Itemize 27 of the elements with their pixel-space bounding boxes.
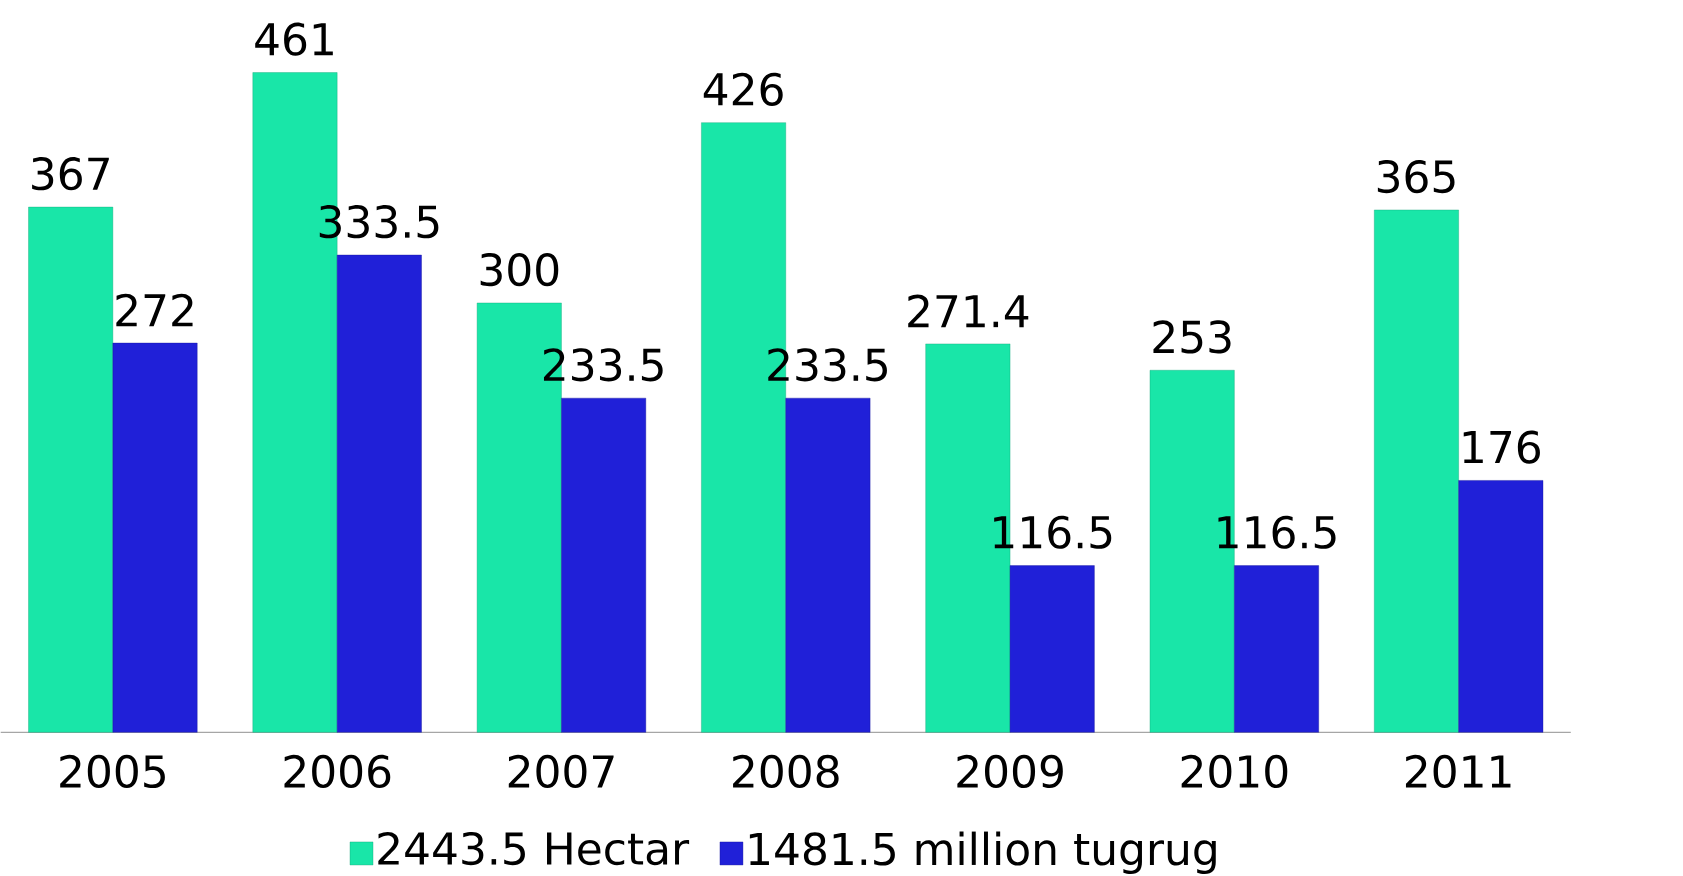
bar <box>561 397 647 733</box>
data-label: 365 <box>1377 159 1455 194</box>
data-label: 271.4 <box>908 294 1029 328</box>
legend-label: 1481.5 million tugrug <box>749 831 1216 875</box>
x-tick-label: 2009 <box>957 754 1063 789</box>
x-tick-label: 2010 <box>1181 754 1288 789</box>
bar <box>112 342 198 733</box>
bar <box>1234 565 1319 733</box>
bar <box>1009 565 1095 733</box>
x-tick-label: 2008 <box>733 754 839 789</box>
bar <box>785 397 871 733</box>
bar <box>28 206 114 733</box>
data-label: 300 <box>480 252 559 287</box>
data-label: 272 <box>116 293 193 327</box>
data-label: 176 <box>1463 430 1540 464</box>
bar <box>336 254 422 733</box>
bar <box>1374 209 1459 733</box>
data-label: 367 <box>32 157 109 191</box>
bar <box>1458 480 1544 733</box>
data-label: 253 <box>1153 320 1231 354</box>
x-tick-label: 2005 <box>60 754 165 789</box>
x-tick-label: 2007 <box>508 754 614 789</box>
data-label: 426 <box>703 72 783 106</box>
legend-label: 2443.5 Hectar <box>378 831 690 866</box>
data-label: 461 <box>255 22 333 56</box>
x-tick-label: 2006 <box>284 754 391 789</box>
x-tick-label: 2011 <box>1405 754 1511 789</box>
